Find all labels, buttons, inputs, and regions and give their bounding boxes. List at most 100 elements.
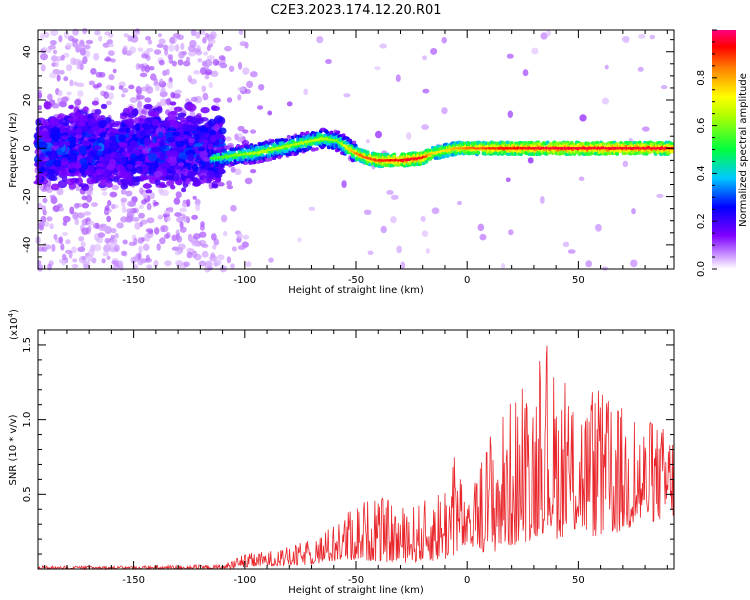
heatmap-speckle [420,215,426,222]
heatmap-band [214,115,224,124]
heatmap-speckle [210,252,216,259]
heatmap-band [186,103,197,112]
heatmap-band [68,104,74,110]
heatmap-speckle [165,216,171,222]
heatmap-ridge [305,130,310,135]
heatmap-speckle [225,136,232,142]
heatmap-band [66,125,75,134]
heatmap-speckle [139,72,148,78]
heatmap-speckle [110,237,118,245]
heatmap-speckle [237,125,245,132]
heatmap-speckle [286,101,293,107]
heatmap-band [144,183,150,189]
heatmap-speckle [203,51,208,56]
heatmap-speckle [144,64,151,73]
heatmap-band [170,184,176,190]
heatmap-band [156,106,163,114]
heatmap-speckle [87,220,95,226]
heatmap-speckle [118,85,124,90]
heatmap-speckle [441,107,448,115]
heatmap-speckle [73,202,80,209]
heatmap-band [98,119,108,127]
heatmap-speckle [226,97,233,103]
heatmap-ridge [601,142,606,146]
heatmap-speckle [220,214,228,223]
heatmap-speckle [567,249,576,254]
heatmap-band [51,175,58,182]
heatmap-speckle [237,245,246,250]
heatmap-speckle [104,205,110,211]
heatmap-speckle [154,84,161,92]
heatmap-band [174,136,184,142]
heatmap-ridge [595,140,600,145]
heatmap-speckle [70,57,77,66]
heatmap-speckle [169,36,176,45]
heatmap-speckle [212,58,220,66]
heatmap-band [75,161,82,169]
heatmap-speckle [37,202,43,210]
heatmap-band [81,128,90,133]
heatmap-speckle [153,259,159,268]
heatmap-speckle [171,234,178,242]
heatmap-speckle [656,193,664,198]
heatmap-band [51,126,61,135]
heatmap-speckle [142,243,150,251]
heatmap-speckle [81,227,89,235]
heatmap-speckle [40,64,46,72]
heatmap-speckle [56,188,64,196]
heatmap-band [149,162,158,171]
heatmap-band [130,167,138,174]
heatmap-speckle [187,75,193,83]
heatmap-speckle [80,241,86,248]
heatmap-band [45,151,53,156]
heatmap-speckle [207,38,216,44]
heatmap-band [93,125,100,132]
heatmap-band [129,153,137,159]
heatmap-speckle [505,177,511,183]
heatmap-band [94,108,102,115]
heatmap-band [124,127,131,135]
heatmap-speckle [178,51,185,59]
heatmap-band [48,168,56,174]
heatmap-band [87,165,95,174]
heatmap-speckle [246,80,254,89]
heatmap-speckle [343,93,351,98]
heatmap-speckle [81,195,88,201]
heatmap-speckle [197,57,203,63]
heatmap-speckle [38,220,45,228]
heatmap-speckle [190,29,197,37]
heatmap-band [164,174,174,181]
heatmap-speckle [601,97,609,105]
heatmap-speckle [77,90,84,97]
heatmap-band [187,124,196,132]
heatmap-speckle [234,133,239,141]
heatmap-speckle [637,66,644,72]
heatmap-speckle [106,255,111,261]
heatmap-band [135,165,144,174]
heatmap-speckle [201,250,209,258]
heatmap-speckle [82,56,88,65]
heatmap-speckle [226,256,232,264]
heatmap-speckle [110,58,116,63]
heatmap-speckle [163,233,170,239]
heatmap-speckle [42,197,48,204]
heatmap-speckle [139,187,144,195]
heatmap-speckle [154,227,160,235]
heatmap-speckle [65,42,72,49]
heatmap-speckle [88,80,96,86]
heatmap-speckle [49,72,57,79]
heatmap-speckle [129,96,138,104]
heatmap-band [202,177,208,184]
heatmap-band [91,100,99,106]
heatmap-speckle [122,45,128,53]
heatmap-speckle [62,220,68,227]
heatmap-ridge [505,140,510,145]
heatmap-speckle [128,46,137,54]
heatmap-band [170,172,180,182]
heatmap-speckle [142,190,148,199]
heatmap-speckle [147,39,153,45]
heatmap-speckle [63,76,69,82]
heatmap-speckle [297,237,302,243]
heatmap-band [105,181,113,188]
heatmap-speckle [206,55,215,61]
